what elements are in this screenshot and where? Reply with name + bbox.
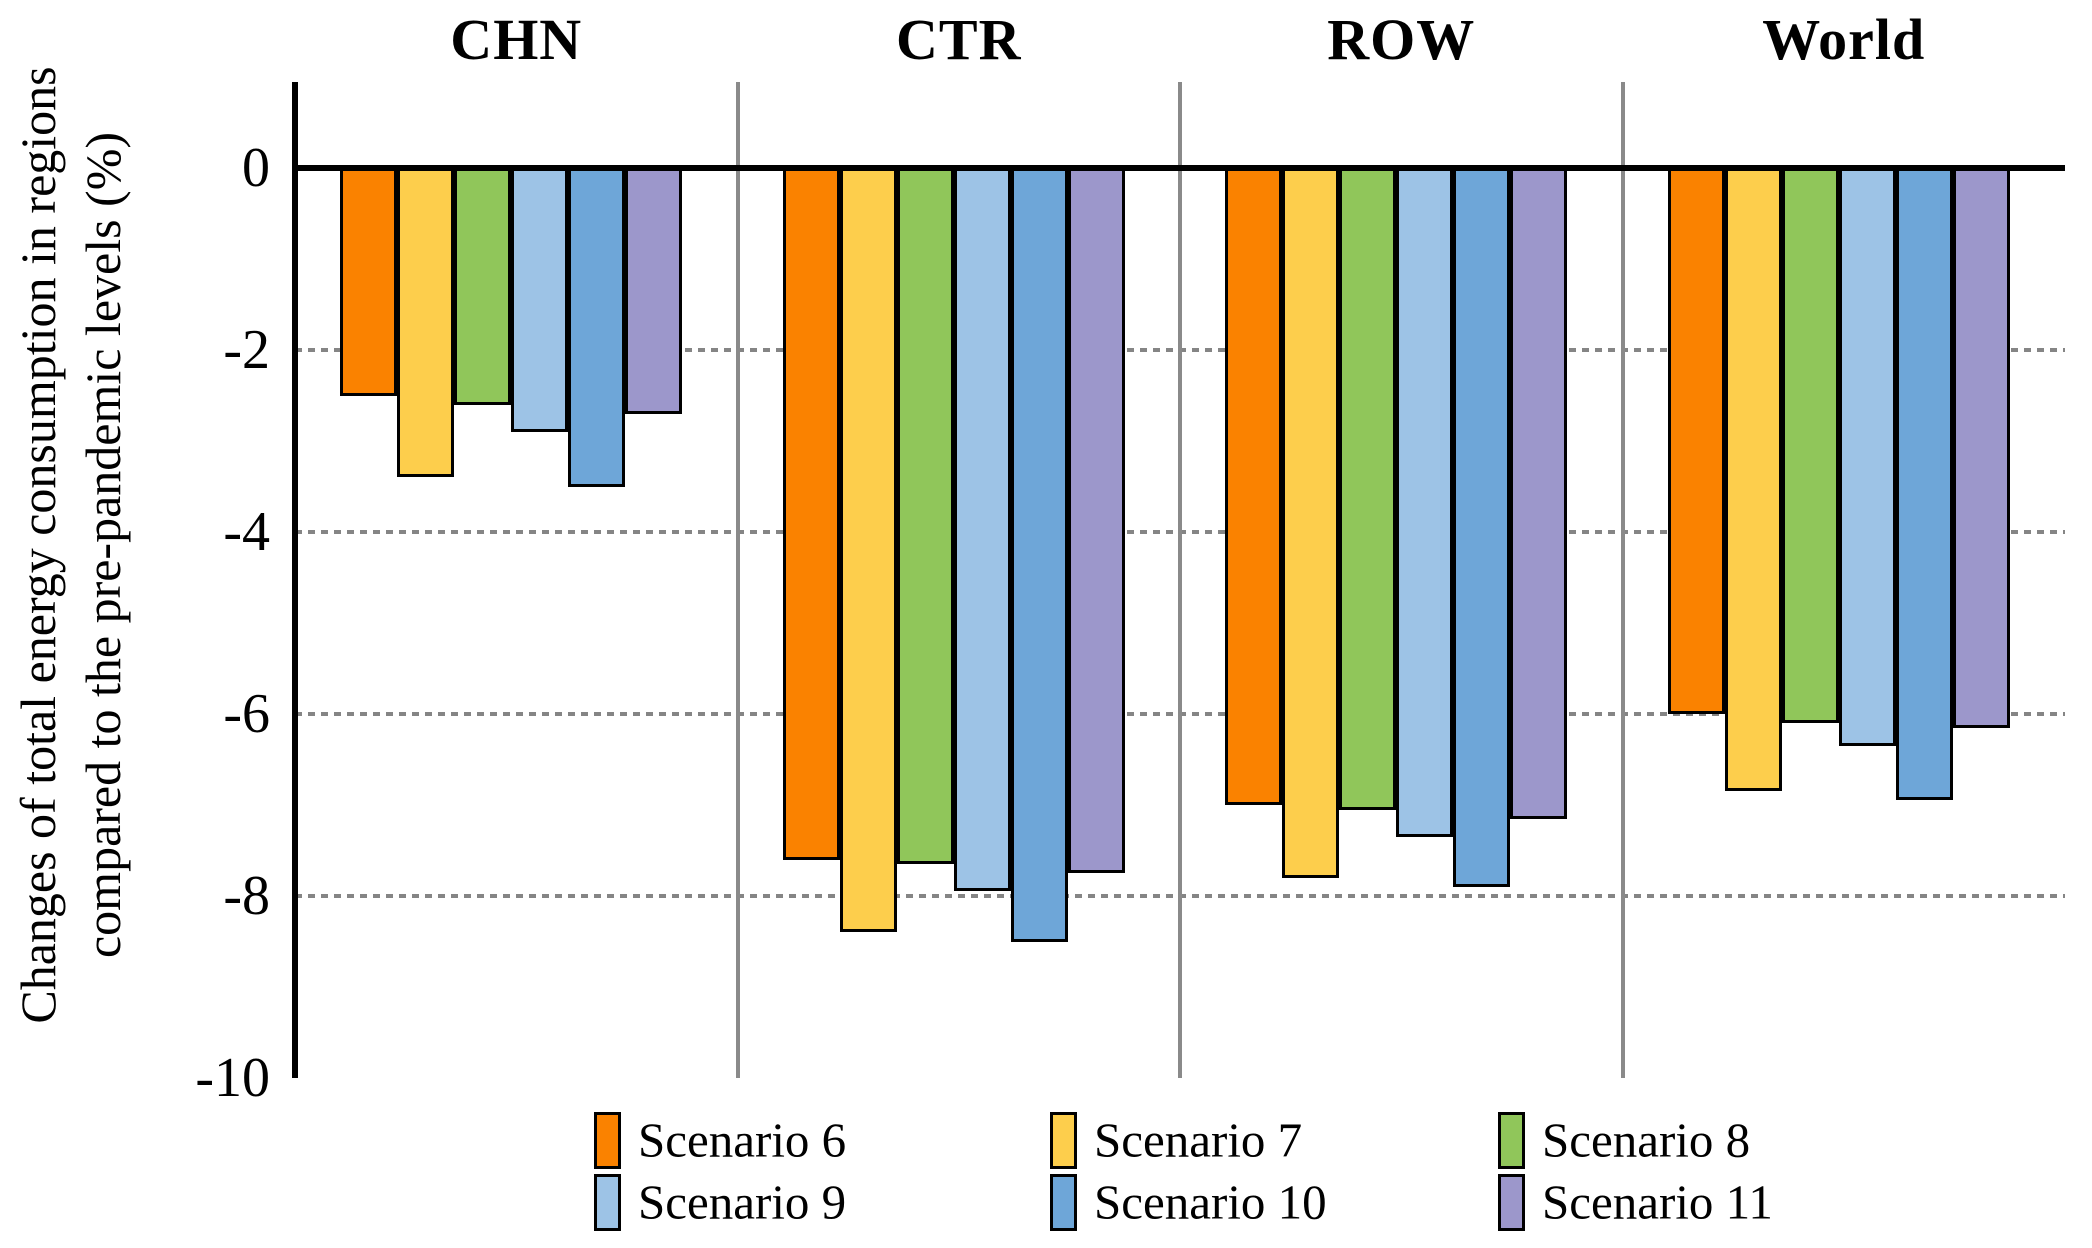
legend-swatch-scenario-9: [594, 1174, 621, 1231]
legend-swatch-scenario-8: [1498, 1112, 1525, 1169]
bar-ctr-scenario-6: [782, 168, 840, 860]
legend-swatch-scenario-11: [1498, 1174, 1525, 1231]
legend-swatch-scenario-7: [1050, 1112, 1077, 1169]
ytick-label-neg-10: -10: [195, 1047, 270, 1109]
bar-row-scenario-11: [1510, 168, 1567, 819]
legend-swatch-scenario-6: [594, 1112, 621, 1169]
bar-row-scenario-6: [1225, 168, 1282, 805]
group-title-world: World: [1762, 7, 1926, 72]
legend-label-scenario-8: Scenario 8: [1542, 1112, 1751, 1168]
bar-world-scenario-7: [1724, 168, 1782, 792]
ytick-label-neg-2: -2: [223, 319, 270, 381]
bar-ctr-scenario-7: [839, 168, 897, 933]
bar-world-scenario-8: [1781, 168, 1839, 724]
bar-world-scenario-11: [1952, 168, 2010, 728]
group-separator: [1178, 82, 1182, 1078]
bar-chn-scenario-8: [454, 168, 511, 405]
group-title-ctr: CTR: [896, 7, 1022, 72]
legend-label-scenario-11: Scenario 11: [1542, 1174, 1773, 1230]
bar-world-scenario-9: [1838, 168, 1896, 746]
legend-swatch-scenario-10: [1050, 1174, 1077, 1231]
group-title-row: ROW: [1327, 7, 1476, 72]
bar-row-scenario-9: [1396, 168, 1453, 837]
ytick-label-neg-6: -6: [223, 683, 270, 745]
bar-row-scenario-8: [1339, 168, 1396, 810]
bar-ctr-scenario-8: [896, 168, 954, 865]
group-separator: [735, 82, 740, 1078]
ytick-label-0: 0: [242, 137, 270, 199]
legend-label-scenario-9: Scenario 9: [638, 1174, 847, 1230]
bar-chn-scenario-10: [568, 168, 625, 487]
bar-chn-scenario-9: [511, 168, 568, 432]
bar-chn-scenario-11: [625, 168, 682, 414]
bar-world-scenario-6: [1667, 168, 1725, 714]
bar-ctr-scenario-10: [1010, 168, 1068, 942]
legend-label-scenario-6: Scenario 6: [638, 1112, 847, 1168]
legend-label-scenario-10: Scenario 10: [1094, 1174, 1327, 1230]
legend-label-scenario-7: Scenario 7: [1094, 1112, 1303, 1168]
ytick-label-neg-4: -4: [223, 501, 270, 563]
bar-row-scenario-7: [1282, 168, 1339, 878]
group-separator: [1620, 82, 1625, 1078]
bar-ctr-scenario-11: [1067, 168, 1125, 874]
y-axis-line: [292, 82, 298, 1078]
ytick-label-neg-8: -8: [223, 865, 270, 927]
group-title-chn: CHN: [450, 7, 583, 72]
bar-world-scenario-10: [1895, 168, 1953, 801]
x-axis-zero-line: [295, 165, 2065, 171]
bar-ctr-scenario-9: [953, 168, 1011, 892]
